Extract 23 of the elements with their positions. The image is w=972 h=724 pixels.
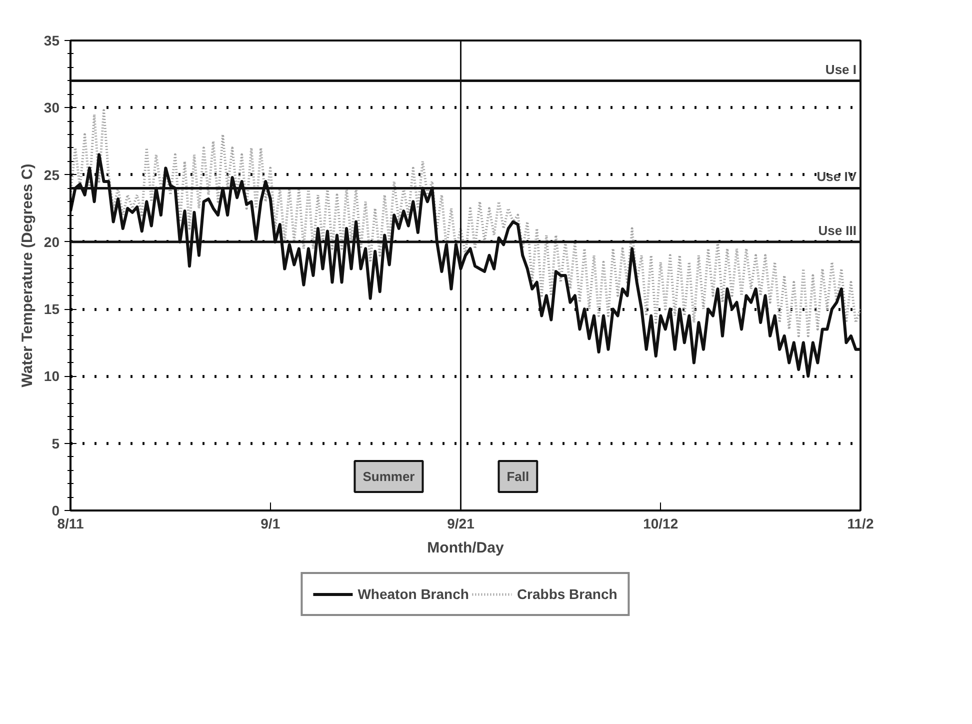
x-tick-label: 8/11 <box>57 516 84 532</box>
annotation: Summer <box>362 469 415 484</box>
y-tick-label: 0 <box>52 502 60 518</box>
y-tick-label: 5 <box>52 435 60 452</box>
x-tick-label: 10/12 <box>643 516 678 532</box>
x-axis-title: Month/Day <box>427 540 504 556</box>
y-tick-label: 25 <box>44 166 60 183</box>
y-tick-label: 20 <box>44 234 60 250</box>
y-tick-label: 35 <box>44 32 60 48</box>
y-axis-title: Water Temperature (Degrees C) <box>18 164 36 388</box>
ref-line-label: Use III <box>818 222 856 238</box>
annotation: Fall <box>506 469 530 484</box>
legend-label: Wheaton Branch <box>358 586 469 602</box>
x-tick-label: 9/21 <box>447 516 475 532</box>
y-tick-label: 15 <box>44 301 60 318</box>
x-tick-label: 11/2 <box>847 516 874 532</box>
ref-line-label: Use I <box>825 62 857 77</box>
x-tick-label: 9/1 <box>260 516 280 532</box>
legend-label: Crabbs Branch <box>516 586 618 602</box>
y-tick-label: 10 <box>44 368 60 384</box>
line-series <box>70 109 860 338</box>
ref-line-label: Use IV <box>816 169 857 184</box>
y-tick-label: 30 <box>44 100 60 116</box>
